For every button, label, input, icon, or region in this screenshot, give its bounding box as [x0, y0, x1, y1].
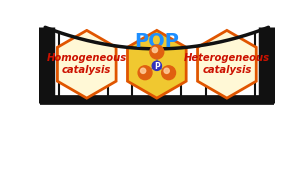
Circle shape	[152, 47, 158, 53]
Text: Homogeneous
catalysis: Homogeneous catalysis	[47, 53, 127, 75]
Circle shape	[164, 68, 169, 73]
Circle shape	[162, 66, 176, 80]
Circle shape	[152, 61, 162, 70]
Circle shape	[140, 68, 146, 73]
Polygon shape	[128, 30, 186, 98]
Polygon shape	[58, 30, 116, 98]
Circle shape	[138, 66, 152, 80]
Text: Heterogeneous
catalysis: Heterogeneous catalysis	[184, 53, 270, 75]
Text: POP: POP	[134, 32, 179, 51]
Circle shape	[150, 45, 164, 59]
Polygon shape	[198, 30, 256, 98]
Text: P: P	[154, 62, 160, 70]
